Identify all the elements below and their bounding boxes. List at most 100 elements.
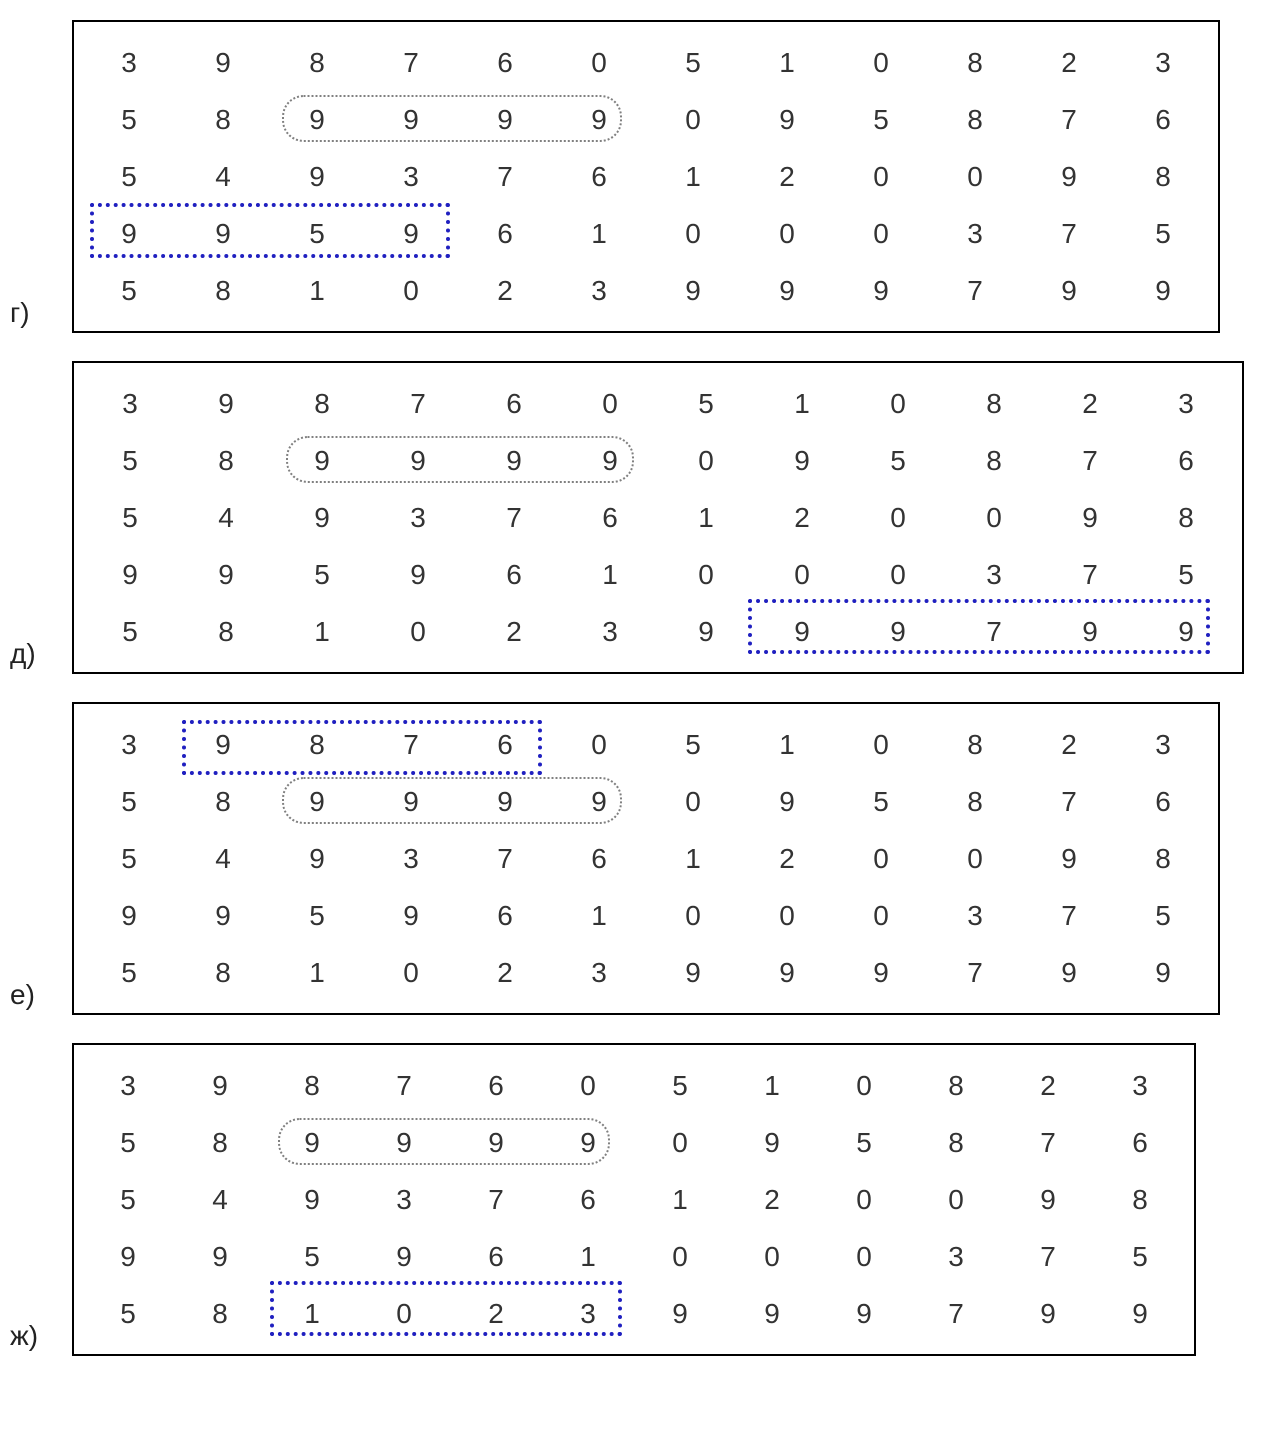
grid-cell: 8 [946, 375, 1042, 432]
grid-cell: 5 [82, 1285, 174, 1342]
panel-label-zh: ж) [10, 1322, 72, 1356]
grid-cell: 5 [1116, 205, 1210, 262]
grid-cell: 8 [174, 1285, 266, 1342]
grid-cell: 0 [834, 205, 928, 262]
grid-cell: 8 [176, 944, 270, 1001]
grid-cell: 1 [658, 489, 754, 546]
grid-cell: 0 [834, 34, 928, 91]
grid-cell: 9 [364, 773, 458, 830]
grid-cell: 3 [364, 830, 458, 887]
grid-cell: 9 [270, 773, 364, 830]
grid-cell: 0 [552, 716, 646, 773]
grid-cell: 6 [458, 887, 552, 944]
grid-cell: 5 [270, 205, 364, 262]
grid-cell: 2 [1022, 34, 1116, 91]
grid-cell: 6 [458, 716, 552, 773]
grid-cell: 3 [82, 1057, 174, 1114]
grid-cell: 4 [176, 148, 270, 205]
number-grid: 3987605108235899990958765493761200989959… [82, 375, 1234, 660]
grid-cell: 6 [458, 205, 552, 262]
grid-cell: 0 [818, 1057, 910, 1114]
number-grid: 3987605108235899990958765493761200989959… [82, 1057, 1186, 1342]
grid-cell: 6 [552, 148, 646, 205]
table-row: 398760510823 [82, 34, 1210, 91]
grid-cell: 8 [270, 34, 364, 91]
grid-cell: 9 [754, 603, 850, 660]
table-row: 995961000375 [82, 1228, 1186, 1285]
grid-cell: 6 [542, 1171, 634, 1228]
grid-cell: 7 [1002, 1114, 1094, 1171]
grid-cell: 5 [82, 603, 178, 660]
grid-cell: 9 [1022, 262, 1116, 319]
grid-cell: 5 [270, 887, 364, 944]
grid-cell: 9 [364, 205, 458, 262]
grid-cell: 5 [834, 91, 928, 148]
grid-cell: 9 [740, 773, 834, 830]
grid-cell: 8 [928, 773, 1022, 830]
grid-cell: 9 [1022, 148, 1116, 205]
table-row: 581023999799 [82, 1285, 1186, 1342]
grid-cell: 9 [266, 1114, 358, 1171]
panel-e: е)39876051082358999909587654937612009899… [10, 702, 1254, 1015]
grid-cell: 7 [1042, 546, 1138, 603]
grid-cell: 6 [458, 34, 552, 91]
grid-cell: 6 [466, 546, 562, 603]
grid-cell: 7 [1022, 91, 1116, 148]
grid-cell: 3 [552, 944, 646, 1001]
grid-cell: 6 [450, 1057, 542, 1114]
grid-cell: 7 [458, 830, 552, 887]
grid-cell: 8 [928, 91, 1022, 148]
grid-cell: 0 [634, 1114, 726, 1171]
grid-cell: 6 [1116, 773, 1210, 830]
grid-cell: 9 [274, 489, 370, 546]
grid-cell: 9 [726, 1285, 818, 1342]
grid-cell: 7 [450, 1171, 542, 1228]
grid-cell: 9 [562, 432, 658, 489]
grid-cell: 6 [1138, 432, 1234, 489]
grid-cell: 4 [174, 1171, 266, 1228]
grid-cell: 8 [1116, 148, 1210, 205]
grid-cell: 9 [174, 1228, 266, 1285]
table-row: 581023999799 [82, 603, 1234, 660]
grid-cell: 8 [176, 262, 270, 319]
grid-cell: 9 [1138, 603, 1234, 660]
grid-cell: 3 [542, 1285, 634, 1342]
grid-cell: 0 [646, 91, 740, 148]
grid-cell: 7 [466, 489, 562, 546]
number-grid: 3987605108235899990958765493761200989959… [82, 716, 1210, 1001]
grid-cell: 3 [1116, 34, 1210, 91]
grid-cell: 9 [82, 887, 176, 944]
grid-cell: 6 [450, 1228, 542, 1285]
panel-label-d: д) [10, 640, 72, 674]
table-row: 398760510823 [82, 375, 1234, 432]
grid-cell: 0 [740, 205, 834, 262]
panel-zh: ж)39876051082358999909587654937612009899… [10, 1043, 1254, 1356]
grid-cell: 5 [658, 375, 754, 432]
grid-cell: 5 [82, 432, 178, 489]
grid-cell: 0 [740, 887, 834, 944]
grid-cell: 5 [82, 944, 176, 1001]
grid-cell: 9 [658, 603, 754, 660]
table-row: 549376120098 [82, 148, 1210, 205]
grid-cell: 5 [82, 148, 176, 205]
grid-cell: 1 [542, 1228, 634, 1285]
grid-cell: 8 [266, 1057, 358, 1114]
table-row: 549376120098 [82, 1171, 1186, 1228]
grid-cell: 9 [82, 205, 176, 262]
grid-cell: 3 [552, 262, 646, 319]
grid-cell: 6 [1094, 1114, 1186, 1171]
grid-cell: 8 [928, 34, 1022, 91]
grid-cell: 1 [740, 34, 834, 91]
grid-cell: 6 [1116, 91, 1210, 148]
grid-cell: 9 [178, 375, 274, 432]
panel-label-e: е) [10, 981, 72, 1015]
grid-cell: 0 [562, 375, 658, 432]
grid-cell: 7 [458, 148, 552, 205]
grid-cell: 0 [910, 1171, 1002, 1228]
grid-cell: 9 [82, 546, 178, 603]
table-row: 995961000375 [82, 205, 1210, 262]
grid-cell: 9 [450, 1114, 542, 1171]
grid-cell: 0 [818, 1171, 910, 1228]
grid-cell: 6 [466, 375, 562, 432]
grid-cell: 5 [1094, 1228, 1186, 1285]
